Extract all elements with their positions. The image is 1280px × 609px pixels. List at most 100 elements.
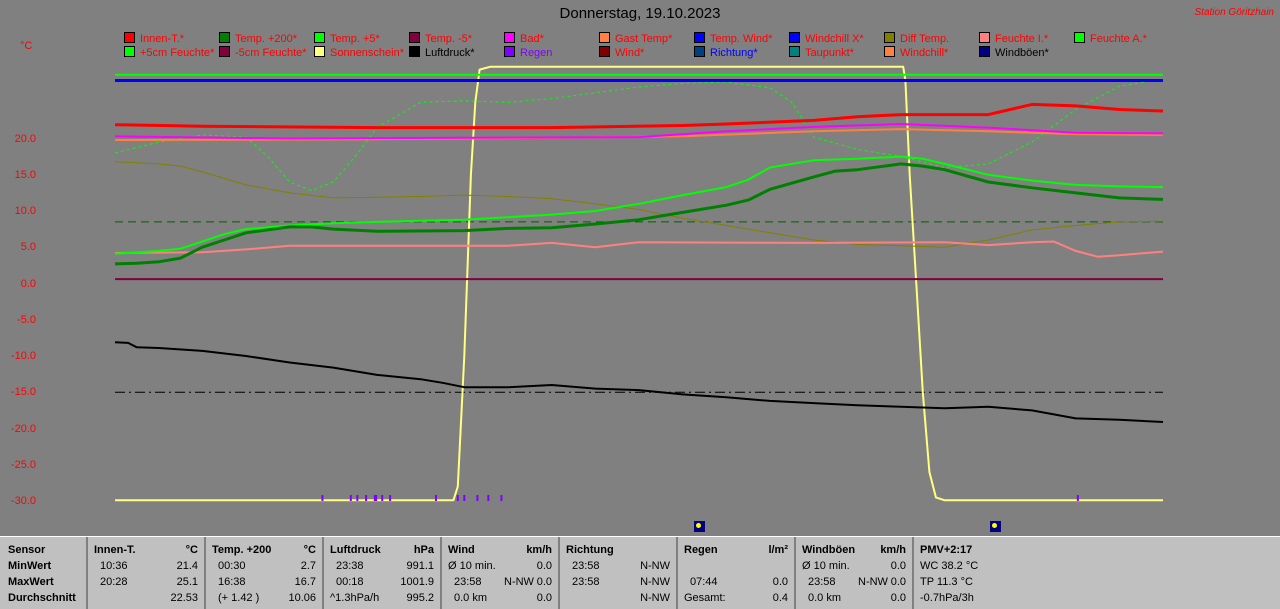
pmv-windchill: WC 38.2 °C bbox=[920, 560, 979, 572]
y-unit-label: °C bbox=[20, 40, 33, 52]
col-wind: Wind km/h Ø 10 min. 0.0 23:58 N-NW 0.0 0… bbox=[442, 537, 560, 609]
regen-max-value: 0.0 bbox=[772, 576, 788, 588]
series-line bbox=[114, 240, 1164, 258]
temp200-max-time: 16:38 bbox=[218, 576, 246, 588]
col-richtung: Richtung 23:58 N-NW 23:58 N-NW N-NW bbox=[560, 537, 678, 609]
series-line bbox=[114, 162, 1164, 266]
col-temp200: Temp. +200 °C 00:30 2.7 16:38 16.7 (+ 1.… bbox=[206, 537, 324, 609]
y-tick-label: -30.0 bbox=[10, 495, 36, 507]
legend-item: Windchill X* bbox=[789, 32, 864, 45]
rain-bar bbox=[356, 495, 359, 501]
station-label: Station Göritzhain bbox=[1194, 7, 1275, 18]
legend-item: Gast Temp* bbox=[599, 32, 672, 45]
rain-bar bbox=[321, 495, 324, 501]
legend-swatch bbox=[789, 46, 800, 57]
legend-item: Temp. Wind* bbox=[694, 32, 772, 45]
temp200-header: Temp. +200 bbox=[212, 544, 272, 556]
wind-max-direction: N-NW bbox=[504, 576, 534, 588]
innen-max-value: 25.1 bbox=[176, 576, 198, 588]
legend-swatch bbox=[219, 46, 230, 57]
legend-label: Bad* bbox=[520, 33, 544, 45]
legend-item: +5cm Feuchte* bbox=[124, 46, 214, 59]
legend-item: Regen bbox=[504, 46, 552, 59]
legend-item: Feuchte A.* bbox=[1074, 32, 1147, 45]
pmv-dewpoint: TP 11.3 °C bbox=[920, 576, 973, 588]
pmv-pressure-trend: -0.7hPa/3h bbox=[920, 592, 974, 604]
richtung-row2-time: 23:58 bbox=[572, 576, 600, 588]
wind-max-time: 23:58 bbox=[454, 576, 482, 588]
windboeen-avg-value: 0.0 bbox=[890, 560, 906, 572]
sensor-header: Sensor bbox=[8, 544, 46, 556]
rain-bar bbox=[476, 495, 479, 501]
legend-item: Temp. -5* bbox=[409, 32, 472, 45]
col-pmv: PMV+2:17 WC 38.2 °C TP 11.3 °C -0.7hPa/3… bbox=[914, 537, 1280, 609]
windboeen-unit: km/h bbox=[880, 544, 906, 556]
legend-swatch bbox=[124, 46, 135, 57]
y-tick-label: -20.0 bbox=[10, 422, 36, 435]
legend-swatch bbox=[694, 46, 705, 57]
legend-label: Windchill* bbox=[900, 47, 949, 59]
series-line bbox=[114, 155, 1164, 255]
innen-header: Innen-T. bbox=[94, 544, 136, 556]
legend-swatch bbox=[504, 32, 515, 43]
legend-label: Feuchte I.* bbox=[995, 33, 1049, 45]
regen-unit: l/m² bbox=[768, 544, 788, 556]
legend-item: Sonnenschein* bbox=[314, 46, 404, 59]
legend-label: Luftdruck* bbox=[425, 47, 475, 59]
wind-avg2-value: 0.0 bbox=[536, 592, 552, 604]
legend-swatch bbox=[409, 46, 420, 57]
regen-max-time: 07:44 bbox=[690, 576, 718, 588]
legend-label: Diff Temp. bbox=[900, 33, 950, 45]
series-line bbox=[114, 341, 1164, 423]
y-tick-label: -5.0 bbox=[17, 313, 36, 326]
rain-bar bbox=[487, 495, 490, 501]
legend-swatch bbox=[884, 32, 895, 43]
temp200-avg-value: 10.06 bbox=[288, 592, 316, 604]
legend-label: Temp. +200* bbox=[235, 33, 298, 45]
wind-avg-value: 0.0 bbox=[536, 560, 552, 572]
temp200-min-value: 2.7 bbox=[300, 560, 316, 572]
sunrise-marker-icon bbox=[694, 521, 705, 532]
rain-bar bbox=[456, 495, 459, 501]
legend-swatch bbox=[599, 32, 610, 43]
col-luftdruck: Luftdruck hPa 23:38 991.1 00:18 1001.9 ^… bbox=[324, 537, 442, 609]
legend-label: Regen bbox=[520, 47, 553, 59]
legend-item: Temp. +5* bbox=[314, 32, 380, 45]
legend-item: Innen-T.* bbox=[124, 32, 184, 45]
legend-item: Bad* bbox=[504, 32, 544, 45]
legend-item: Feuchte I.* bbox=[979, 32, 1048, 45]
y-tick-label: 5.0 bbox=[20, 241, 36, 254]
y-tick-label: -25.0 bbox=[10, 458, 36, 471]
wind-max-value: 0.0 bbox=[536, 576, 552, 588]
innen-max-time: 20:28 bbox=[100, 576, 128, 588]
rain-bar bbox=[381, 495, 384, 501]
legend-swatch bbox=[979, 32, 990, 43]
series-layer bbox=[114, 65, 1164, 502]
innen-min-value: 21.4 bbox=[176, 560, 198, 572]
col-windboeen: Windböen km/h Ø 10 min. 0.0 23:58 N-NW 0… bbox=[796, 537, 914, 609]
wind-avg-label: Ø 10 min. bbox=[448, 560, 496, 572]
richtung-row2-value: N-NW bbox=[640, 576, 670, 588]
wind-header: Wind bbox=[448, 544, 475, 556]
legend-label: Sonnenschein* bbox=[330, 47, 405, 59]
legend-swatch bbox=[504, 46, 515, 57]
windboeen-avg2-value: 0.0 bbox=[890, 592, 906, 604]
legend-label: +5cm Feuchte* bbox=[140, 47, 215, 59]
legend-swatch bbox=[789, 32, 800, 43]
legend-item: Diff Temp. bbox=[884, 32, 949, 45]
y-tick-label: 0.0 bbox=[20, 277, 36, 290]
temp200-max-value: 16.7 bbox=[294, 576, 316, 588]
legend-swatch bbox=[884, 46, 895, 57]
rain-bar bbox=[463, 495, 466, 501]
legend-label: Feuchte A.* bbox=[1090, 33, 1147, 45]
regen-total-label: Gesamt: bbox=[684, 592, 726, 604]
y-tick-label: -10.0 bbox=[10, 350, 36, 362]
legend-item: Windböen* bbox=[979, 46, 1049, 59]
legend-label: Windböen* bbox=[995, 47, 1049, 59]
windboeen-distance: 0.0 km bbox=[808, 592, 842, 604]
rain-bar bbox=[1076, 495, 1079, 501]
richtung-row3-value: N-NW bbox=[640, 592, 670, 604]
legend-swatch bbox=[409, 32, 420, 43]
luftdruck-trend: ^1.3hPa/h bbox=[330, 592, 380, 604]
legend-label: Windchill X* bbox=[805, 33, 864, 45]
